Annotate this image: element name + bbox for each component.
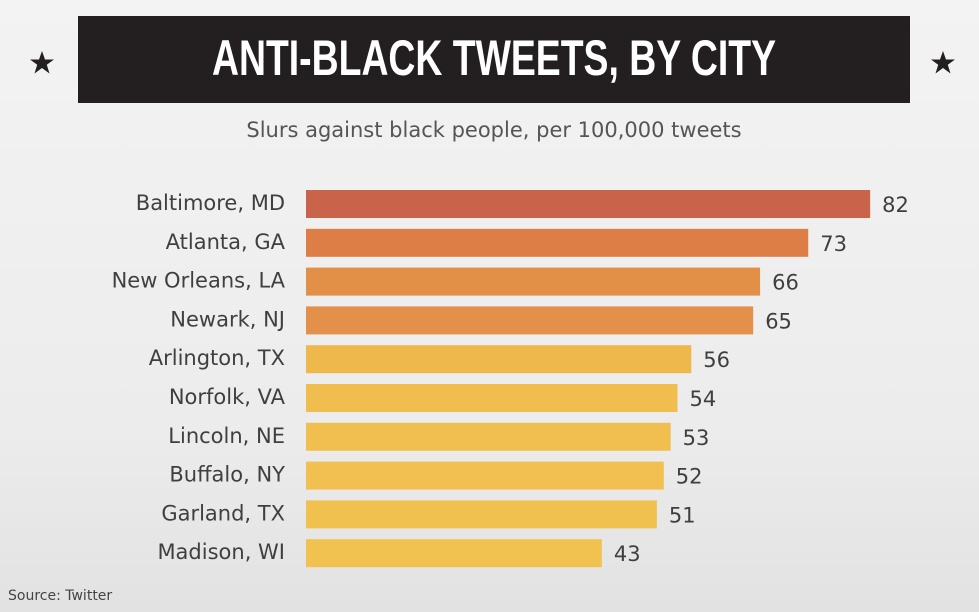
value-label: 53 — [683, 426, 710, 450]
category-label: Buffalo, NY — [169, 463, 285, 487]
value-label: 54 — [690, 387, 717, 411]
star-left — [30, 51, 54, 74]
bar — [306, 267, 761, 296]
bar — [306, 345, 692, 374]
value-label: 73 — [820, 232, 847, 256]
source: Source: Twitter — [8, 588, 112, 604]
bar — [306, 190, 871, 218]
value-label: 66 — [772, 271, 799, 295]
bar — [306, 228, 809, 257]
value-label: 52 — [676, 465, 703, 489]
category-label: Garland, TX — [161, 501, 285, 525]
star-right — [931, 51, 955, 74]
category-label: New Orleans, LA — [112, 269, 286, 293]
bar — [306, 422, 671, 451]
category-label: Madison, WI — [157, 540, 285, 564]
value-label: 56 — [703, 348, 730, 372]
chart-subtitle: Slurs against black people, per 100,000 … — [246, 118, 741, 142]
category-label: Newark, NJ — [170, 307, 285, 331]
category-label: Atlanta, GA — [166, 230, 286, 254]
chart-title: ANTI-BLACK TWEETS, BY CITY — [212, 30, 776, 86]
bar — [306, 539, 602, 568]
value-label: 51 — [669, 503, 696, 527]
bar — [306, 500, 657, 529]
category-label: Arlington, TX — [149, 346, 285, 370]
value-label: 65 — [765, 309, 792, 333]
category-label: Lincoln, NE — [168, 424, 285, 448]
bar — [306, 384, 678, 412]
bar — [306, 461, 664, 490]
value-label: 43 — [614, 542, 641, 566]
value-label: 82 — [882, 193, 909, 217]
category-label: Baltimore, MD — [136, 191, 285, 215]
category-label: Norfolk, VA — [169, 385, 286, 409]
title-banner — [78, 16, 910, 103]
bar — [306, 306, 754, 335]
